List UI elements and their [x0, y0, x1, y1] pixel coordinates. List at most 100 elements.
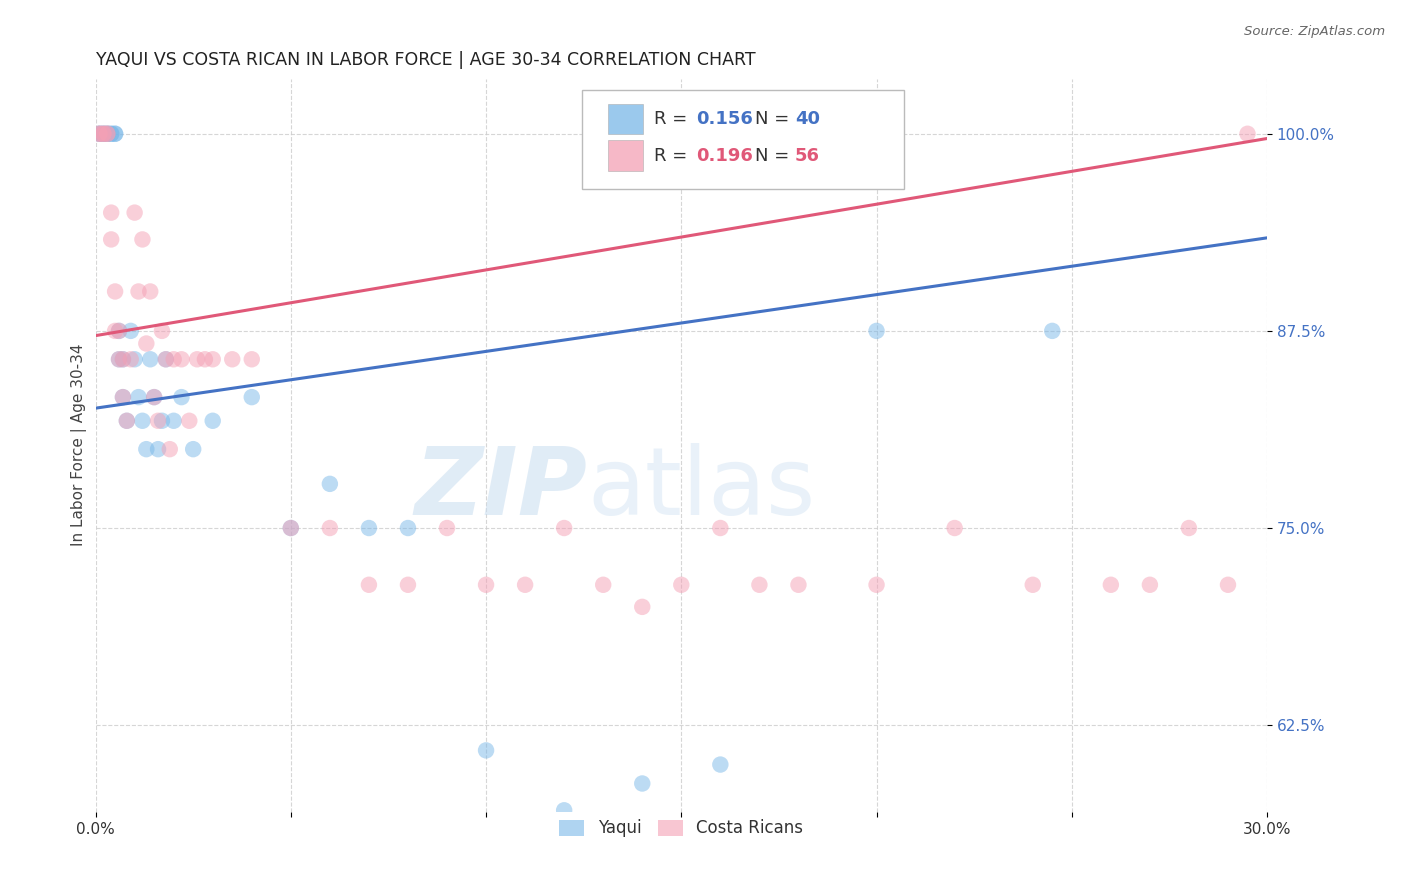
Point — [146, 414, 169, 428]
Point — [104, 285, 127, 299]
Point — [159, 442, 181, 457]
Point — [186, 352, 208, 367]
Text: atlas: atlas — [588, 443, 815, 535]
Text: YAQUI VS COSTA RICAN IN LABOR FORCE | AGE 30-34 CORRELATION CHART: YAQUI VS COSTA RICAN IN LABOR FORCE | AG… — [96, 51, 755, 69]
Point — [155, 352, 177, 367]
Point — [709, 521, 731, 535]
Point — [1022, 578, 1045, 592]
Point — [108, 352, 131, 367]
Point — [357, 521, 380, 535]
FancyBboxPatch shape — [582, 89, 904, 188]
Point — [163, 352, 186, 367]
Text: Source: ZipAtlas.com: Source: ZipAtlas.com — [1244, 25, 1385, 38]
Point — [120, 352, 142, 367]
Point — [89, 127, 111, 141]
Point — [100, 127, 122, 141]
Text: R =: R = — [654, 146, 693, 164]
FancyBboxPatch shape — [607, 140, 643, 171]
Point — [96, 127, 118, 141]
Point — [1099, 578, 1122, 592]
Point — [240, 390, 263, 404]
Point — [1216, 578, 1239, 592]
Point — [111, 352, 134, 367]
Y-axis label: In Labor Force | Age 30-34: In Labor Force | Age 30-34 — [72, 344, 87, 547]
Text: R =: R = — [654, 110, 693, 128]
Point — [93, 127, 115, 141]
Point — [120, 324, 142, 338]
Point — [135, 336, 157, 351]
Point — [280, 521, 302, 535]
Text: 0.196: 0.196 — [696, 146, 754, 164]
Text: N =: N = — [755, 110, 796, 128]
Point — [96, 127, 118, 141]
Point — [131, 232, 153, 246]
Point — [1236, 127, 1258, 141]
Legend: Yaqui, Costa Ricans: Yaqui, Costa Ricans — [553, 813, 810, 844]
Point — [93, 127, 115, 141]
Text: N =: N = — [755, 146, 796, 164]
Point — [553, 803, 575, 817]
Point — [592, 578, 614, 592]
Point — [104, 324, 127, 338]
Point — [943, 521, 966, 535]
Text: ZIP: ZIP — [415, 443, 588, 535]
Point — [135, 442, 157, 457]
Point — [475, 743, 498, 757]
Point — [280, 521, 302, 535]
Point — [100, 205, 122, 219]
Point — [96, 127, 118, 141]
Point — [115, 414, 138, 428]
Point — [115, 414, 138, 428]
Text: 40: 40 — [794, 110, 820, 128]
Text: 0.156: 0.156 — [696, 110, 754, 128]
Point — [111, 390, 134, 404]
Point — [131, 414, 153, 428]
Point — [201, 352, 224, 367]
Point — [150, 324, 173, 338]
Point — [100, 127, 122, 141]
Point — [319, 476, 342, 491]
Point — [150, 414, 173, 428]
Point — [201, 414, 224, 428]
Point — [93, 127, 115, 141]
Point — [93, 127, 115, 141]
Point — [240, 352, 263, 367]
Point — [181, 442, 204, 457]
Point — [170, 352, 193, 367]
Point — [357, 578, 380, 592]
Point — [146, 442, 169, 457]
Point — [1178, 521, 1201, 535]
Point — [89, 127, 111, 141]
Point — [194, 352, 217, 367]
Point — [89, 127, 111, 141]
Point — [787, 578, 810, 592]
Point — [1139, 578, 1161, 592]
Point — [124, 352, 146, 367]
Point — [89, 127, 111, 141]
Point — [179, 414, 201, 428]
Point — [1040, 324, 1063, 338]
Point — [671, 578, 693, 592]
Point — [396, 521, 419, 535]
Point — [100, 232, 122, 246]
Point — [631, 776, 654, 790]
Point — [475, 578, 498, 592]
Point — [170, 390, 193, 404]
Point — [128, 285, 150, 299]
Point — [111, 352, 134, 367]
Point — [865, 578, 887, 592]
Point — [319, 521, 342, 535]
Point — [396, 578, 419, 592]
Point — [221, 352, 243, 367]
Point — [865, 324, 887, 338]
Point — [108, 324, 131, 338]
Point — [163, 414, 186, 428]
Point — [128, 390, 150, 404]
Point — [108, 352, 131, 367]
Point — [709, 757, 731, 772]
Point — [108, 324, 131, 338]
Point — [143, 390, 166, 404]
Point — [139, 352, 162, 367]
Point — [553, 521, 575, 535]
Point — [631, 599, 654, 614]
